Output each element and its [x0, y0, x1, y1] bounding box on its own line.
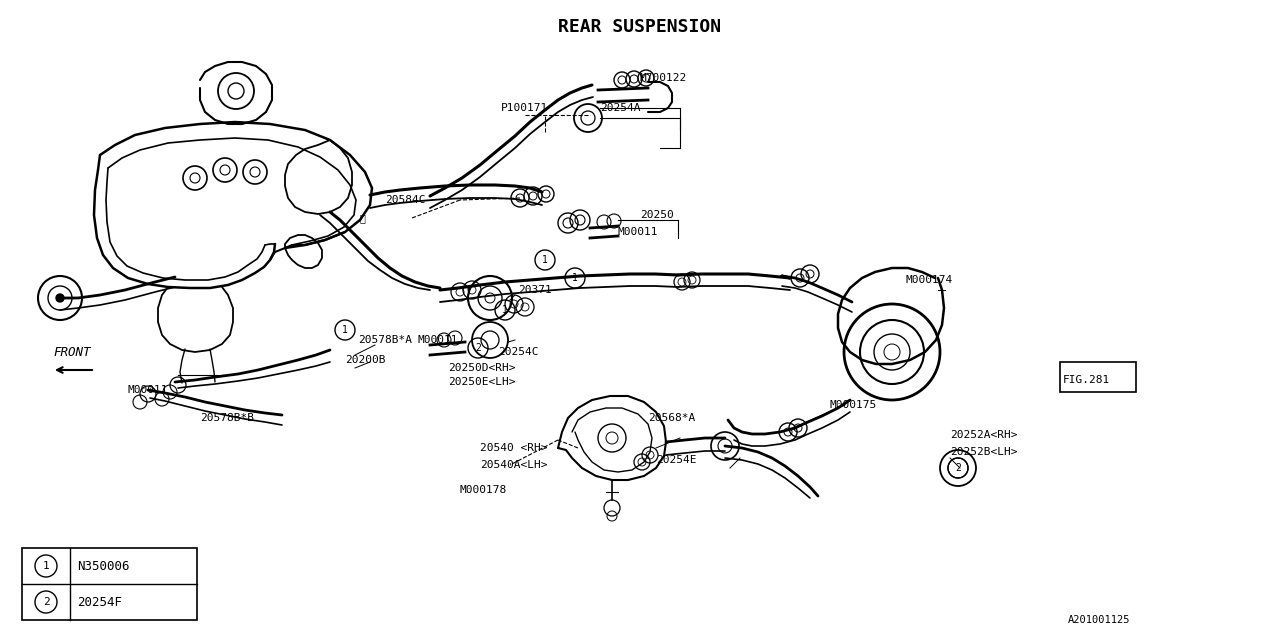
Text: 20584C: 20584C	[385, 195, 425, 205]
Text: FRONT: FRONT	[54, 346, 91, 358]
Text: 20252B<LH>: 20252B<LH>	[950, 447, 1018, 457]
Text: ①: ①	[360, 213, 366, 223]
Text: 20250E<LH>: 20250E<LH>	[448, 377, 516, 387]
Circle shape	[56, 294, 64, 302]
Text: 20250D<RH>: 20250D<RH>	[448, 363, 516, 373]
Text: 20578B*A: 20578B*A	[358, 335, 412, 345]
Bar	[22, 548, 197, 620]
Text: 1: 1	[572, 273, 579, 283]
Text: 20250: 20250	[640, 210, 673, 220]
Text: A201001125: A201001125	[1068, 615, 1130, 625]
Text: M00011: M00011	[128, 385, 169, 395]
Text: 20200B: 20200B	[346, 355, 385, 365]
Text: REAR SUSPENSION: REAR SUSPENSION	[558, 18, 722, 36]
Text: 20254F: 20254F	[77, 595, 122, 609]
Text: 1: 1	[42, 561, 50, 571]
Text: 2: 2	[42, 597, 50, 607]
Text: P100171: P100171	[502, 103, 549, 113]
Text: 1: 1	[541, 255, 548, 265]
Text: 2: 2	[475, 343, 481, 353]
Text: 20252A<RH>: 20252A<RH>	[950, 430, 1018, 440]
Bar	[1060, 362, 1137, 392]
Text: 20578B*B: 20578B*B	[200, 413, 253, 423]
Text: N350006: N350006	[77, 559, 129, 573]
Text: 1: 1	[342, 325, 348, 335]
Text: 20540 <RH>: 20540 <RH>	[480, 443, 548, 453]
Text: M00011: M00011	[618, 227, 658, 237]
Text: 20254A: 20254A	[600, 103, 640, 113]
Text: 20540A<LH>: 20540A<LH>	[480, 460, 548, 470]
Text: 20568*A: 20568*A	[648, 413, 695, 423]
Text: 20254E: 20254E	[657, 455, 696, 465]
Text: 2: 2	[955, 463, 961, 473]
Text: 20254C: 20254C	[498, 347, 539, 357]
Text: M700122: M700122	[640, 73, 687, 83]
Text: 1: 1	[502, 305, 508, 315]
Text: M000174: M000174	[905, 275, 952, 285]
Text: M000178: M000178	[460, 485, 507, 495]
Text: FIG.281: FIG.281	[1062, 375, 1110, 385]
Text: 20371: 20371	[518, 285, 552, 295]
Text: M000175: M000175	[829, 400, 877, 410]
Text: M00011: M00011	[419, 335, 458, 345]
